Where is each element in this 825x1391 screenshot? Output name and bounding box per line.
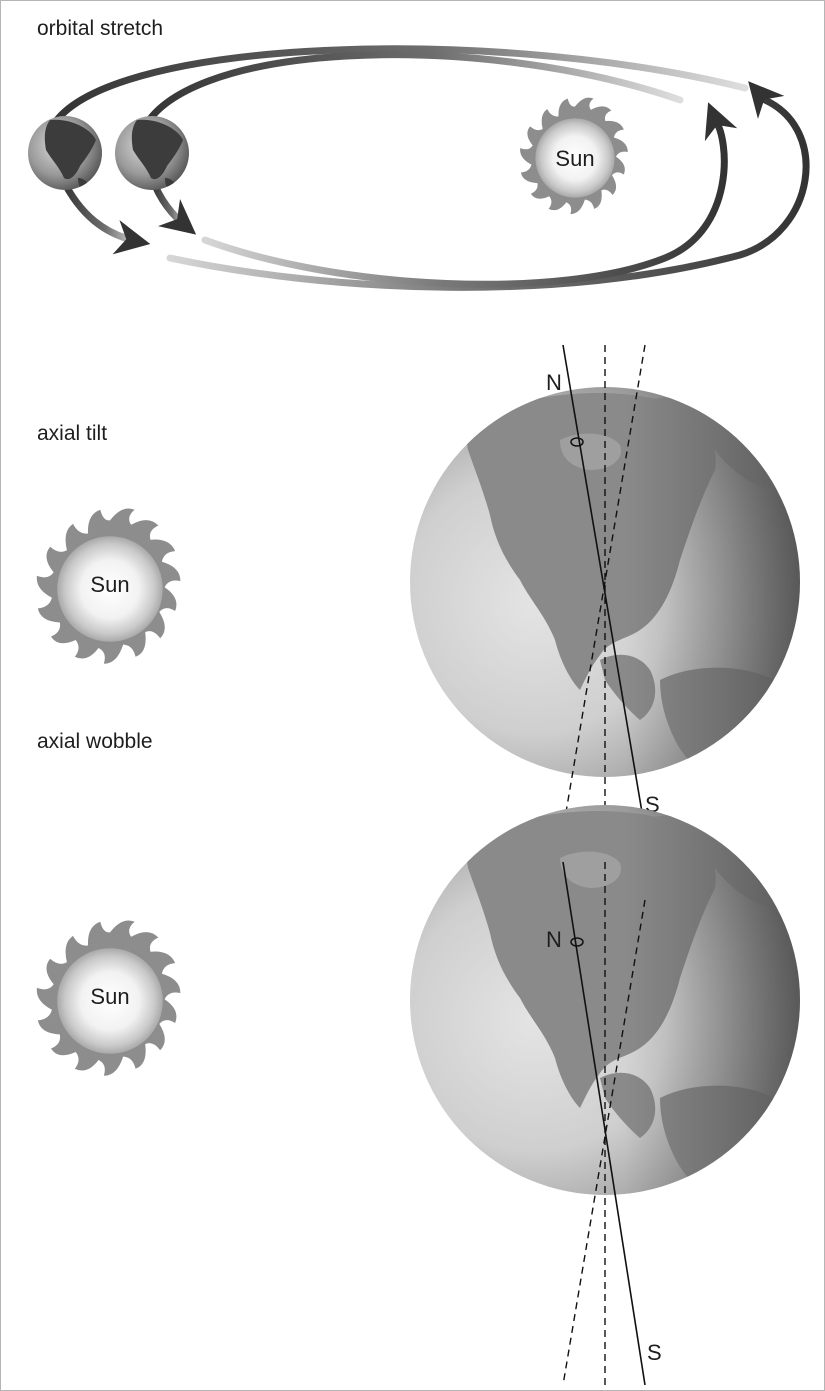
earth-small-outer xyxy=(28,116,102,190)
sun-label-wobble: Sun xyxy=(90,984,129,1009)
sun-orbital-stretch: Sun xyxy=(520,97,628,215)
axial-wobble-panel: axial wobble Sun N S xyxy=(36,730,800,1386)
earth-globe-tilt xyxy=(410,387,800,777)
north-pole-marker-tilt xyxy=(570,437,584,447)
inner-orbit-top xyxy=(136,51,684,142)
outer-orbit-top xyxy=(44,45,749,142)
earth-small-inner xyxy=(115,116,189,190)
sun-axial-wobble: Sun xyxy=(36,920,181,1076)
orbital-stretch-label: orbital stretch xyxy=(37,17,163,40)
inner-orbit-arrow xyxy=(704,102,738,142)
outer-orbit-bottom xyxy=(166,96,810,291)
axial-wobble-label: axial wobble xyxy=(37,730,153,753)
tilt-axis-solid xyxy=(562,344,646,831)
inner-orbit-bottom xyxy=(201,116,728,288)
outer-orbit-arrow xyxy=(748,81,785,119)
sun-axial-tilt: Sun xyxy=(36,508,181,664)
wobble-axis-solid xyxy=(562,861,646,1386)
orbital-stretch-panel: orbital stretch xyxy=(28,17,810,291)
north-label-tilt: N xyxy=(546,370,562,395)
sun-label-tilt: Sun xyxy=(90,572,129,597)
axial-tilt-panel: axial tilt Sun N S xyxy=(36,344,800,831)
south-label-wobble: S xyxy=(647,1340,662,1365)
wobble-cone-axis xyxy=(562,899,646,1386)
north-label-wobble: N xyxy=(546,927,562,952)
sun-label-orbital: Sun xyxy=(555,146,594,171)
north-pole-marker-wobble xyxy=(570,937,584,947)
axial-tilt-label: axial tilt xyxy=(37,422,107,445)
